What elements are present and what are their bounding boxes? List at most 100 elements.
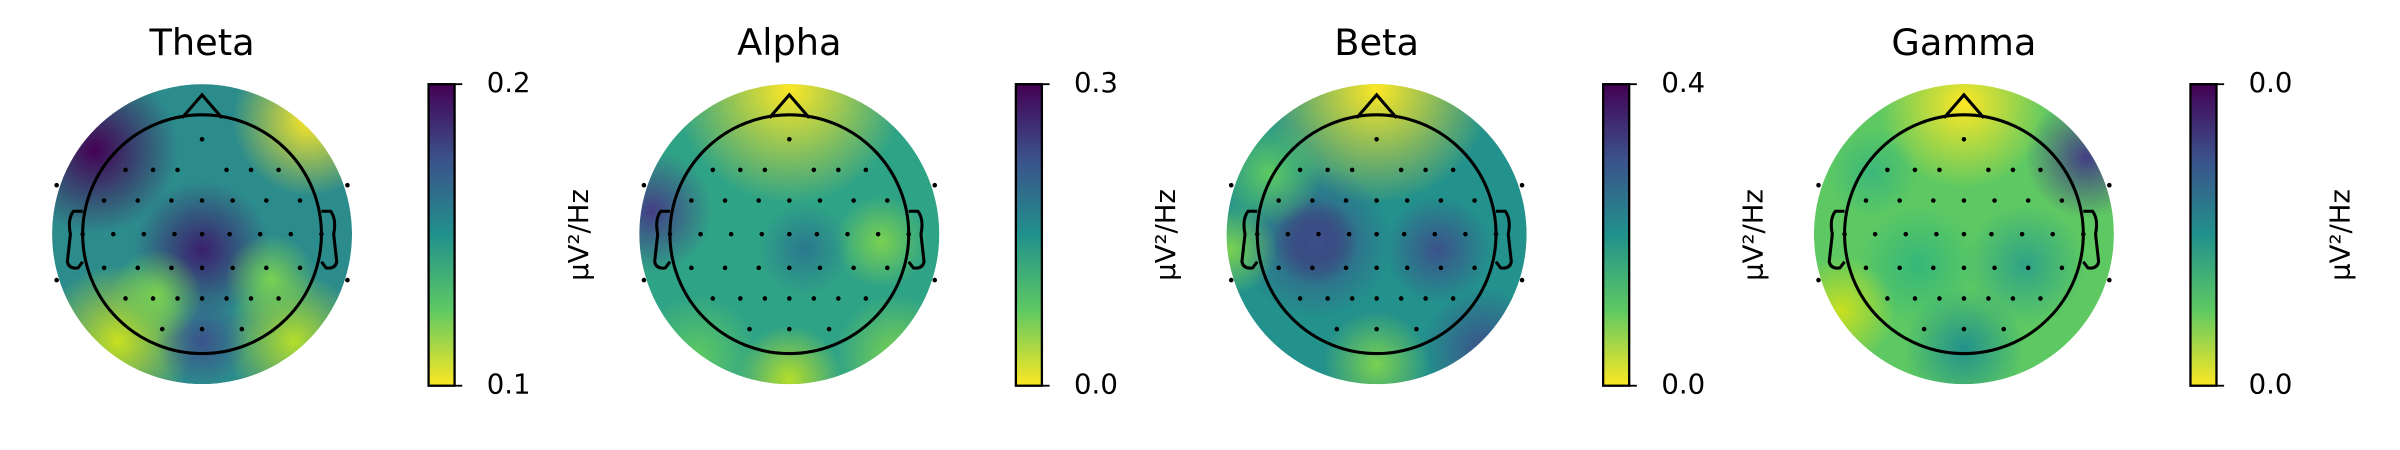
sensor	[817, 198, 823, 203]
sensor	[1334, 326, 1340, 332]
sensor	[288, 231, 294, 237]
sensor	[1374, 198, 1379, 203]
sensor	[1228, 182, 1234, 188]
field-blob	[1226, 203, 1278, 296]
panel: Alpha 0.3 0.0 µV²/Hz	[639, 21, 1182, 401]
panel: Theta 0.2 0.1 µV²/Hz	[52, 21, 595, 401]
sensor	[264, 198, 269, 203]
colorbar-tick-label: 0.4	[1661, 67, 1705, 99]
sensor	[224, 296, 229, 301]
sensor	[787, 136, 792, 142]
sensor	[1374, 326, 1379, 332]
sensor	[2038, 167, 2043, 173]
sensor	[710, 167, 716, 173]
sensor	[1316, 231, 1321, 237]
panel: Gamma 0.0 0.0 µV²/Hz	[1813, 21, 2357, 401]
sensor	[172, 231, 177, 237]
sensor	[787, 326, 792, 332]
sensor	[276, 296, 281, 301]
field-blob	[110, 249, 203, 342]
sensor	[1992, 198, 1997, 203]
sensor	[787, 198, 792, 203]
sensor	[1493, 231, 1499, 237]
sensor	[863, 296, 869, 301]
field-blob	[835, 295, 940, 385]
sensor	[54, 277, 59, 283]
sensor	[1438, 265, 1444, 271]
sensor	[239, 326, 245, 332]
sensor	[2059, 265, 2065, 271]
field-blob	[1813, 257, 1896, 365]
sensor	[1816, 277, 1821, 283]
field-blob	[225, 234, 317, 327]
field-blob	[1384, 195, 1492, 304]
sensor	[123, 296, 128, 301]
sensor	[641, 182, 647, 188]
sensor	[762, 296, 768, 301]
sensor	[2107, 182, 2112, 188]
sensor	[150, 167, 156, 173]
colorbar	[1602, 83, 1631, 387]
nose	[1942, 92, 1985, 119]
sensor	[787, 265, 792, 271]
sensor	[2010, 296, 2016, 301]
sensor	[728, 231, 734, 237]
sensor	[2001, 326, 2007, 332]
sensor	[1519, 277, 1525, 283]
topomap-field	[639, 84, 940, 385]
sensor	[1992, 265, 1997, 271]
sensor	[641, 277, 647, 283]
sensor	[1285, 231, 1291, 237]
sensor	[1450, 296, 1456, 301]
sensor	[1463, 231, 1468, 237]
sensor	[1912, 296, 1918, 301]
ear	[320, 209, 339, 270]
ear	[2082, 209, 2101, 270]
sensor	[199, 265, 205, 271]
sensor	[2019, 231, 2025, 237]
sensor	[1276, 198, 1281, 203]
sensor	[199, 231, 205, 237]
sensor	[1885, 167, 1890, 173]
sensor	[230, 198, 235, 203]
sensor	[1903, 231, 1909, 237]
panel-title: Gamma	[1891, 21, 2036, 64]
sensor	[54, 182, 59, 188]
colorbar-label: µV²/Hz	[2325, 189, 2357, 281]
sensor	[1934, 231, 1939, 237]
sensor	[1404, 265, 1410, 271]
sensor	[345, 182, 350, 188]
sensor	[1986, 167, 1991, 173]
sensor	[1398, 167, 1404, 173]
panel-title: Theta	[148, 21, 254, 64]
field-blob	[2025, 96, 2114, 219]
sensor	[1816, 182, 1821, 188]
sensor	[875, 231, 881, 237]
sensor	[135, 198, 141, 203]
sensor	[1961, 296, 1967, 301]
panel-title: Beta	[1334, 21, 1419, 64]
sensor	[845, 231, 850, 237]
sensor	[150, 296, 156, 301]
sensor	[175, 296, 180, 301]
sensor	[885, 265, 890, 271]
sensor	[227, 231, 232, 237]
nose	[1355, 92, 1398, 119]
sensor	[932, 182, 938, 188]
sensor	[836, 296, 841, 301]
sensor	[836, 167, 841, 173]
sensor	[1937, 296, 1942, 301]
nose	[180, 92, 224, 119]
sensor	[199, 198, 205, 203]
sensor	[319, 231, 324, 237]
sensor	[1374, 296, 1379, 301]
sensor	[1885, 296, 1890, 301]
sensor	[762, 167, 768, 173]
sensor	[1374, 231, 1379, 237]
sensor	[1346, 231, 1352, 237]
colorbar	[427, 83, 456, 387]
sensor	[1349, 167, 1355, 173]
sensor	[2010, 167, 2016, 173]
